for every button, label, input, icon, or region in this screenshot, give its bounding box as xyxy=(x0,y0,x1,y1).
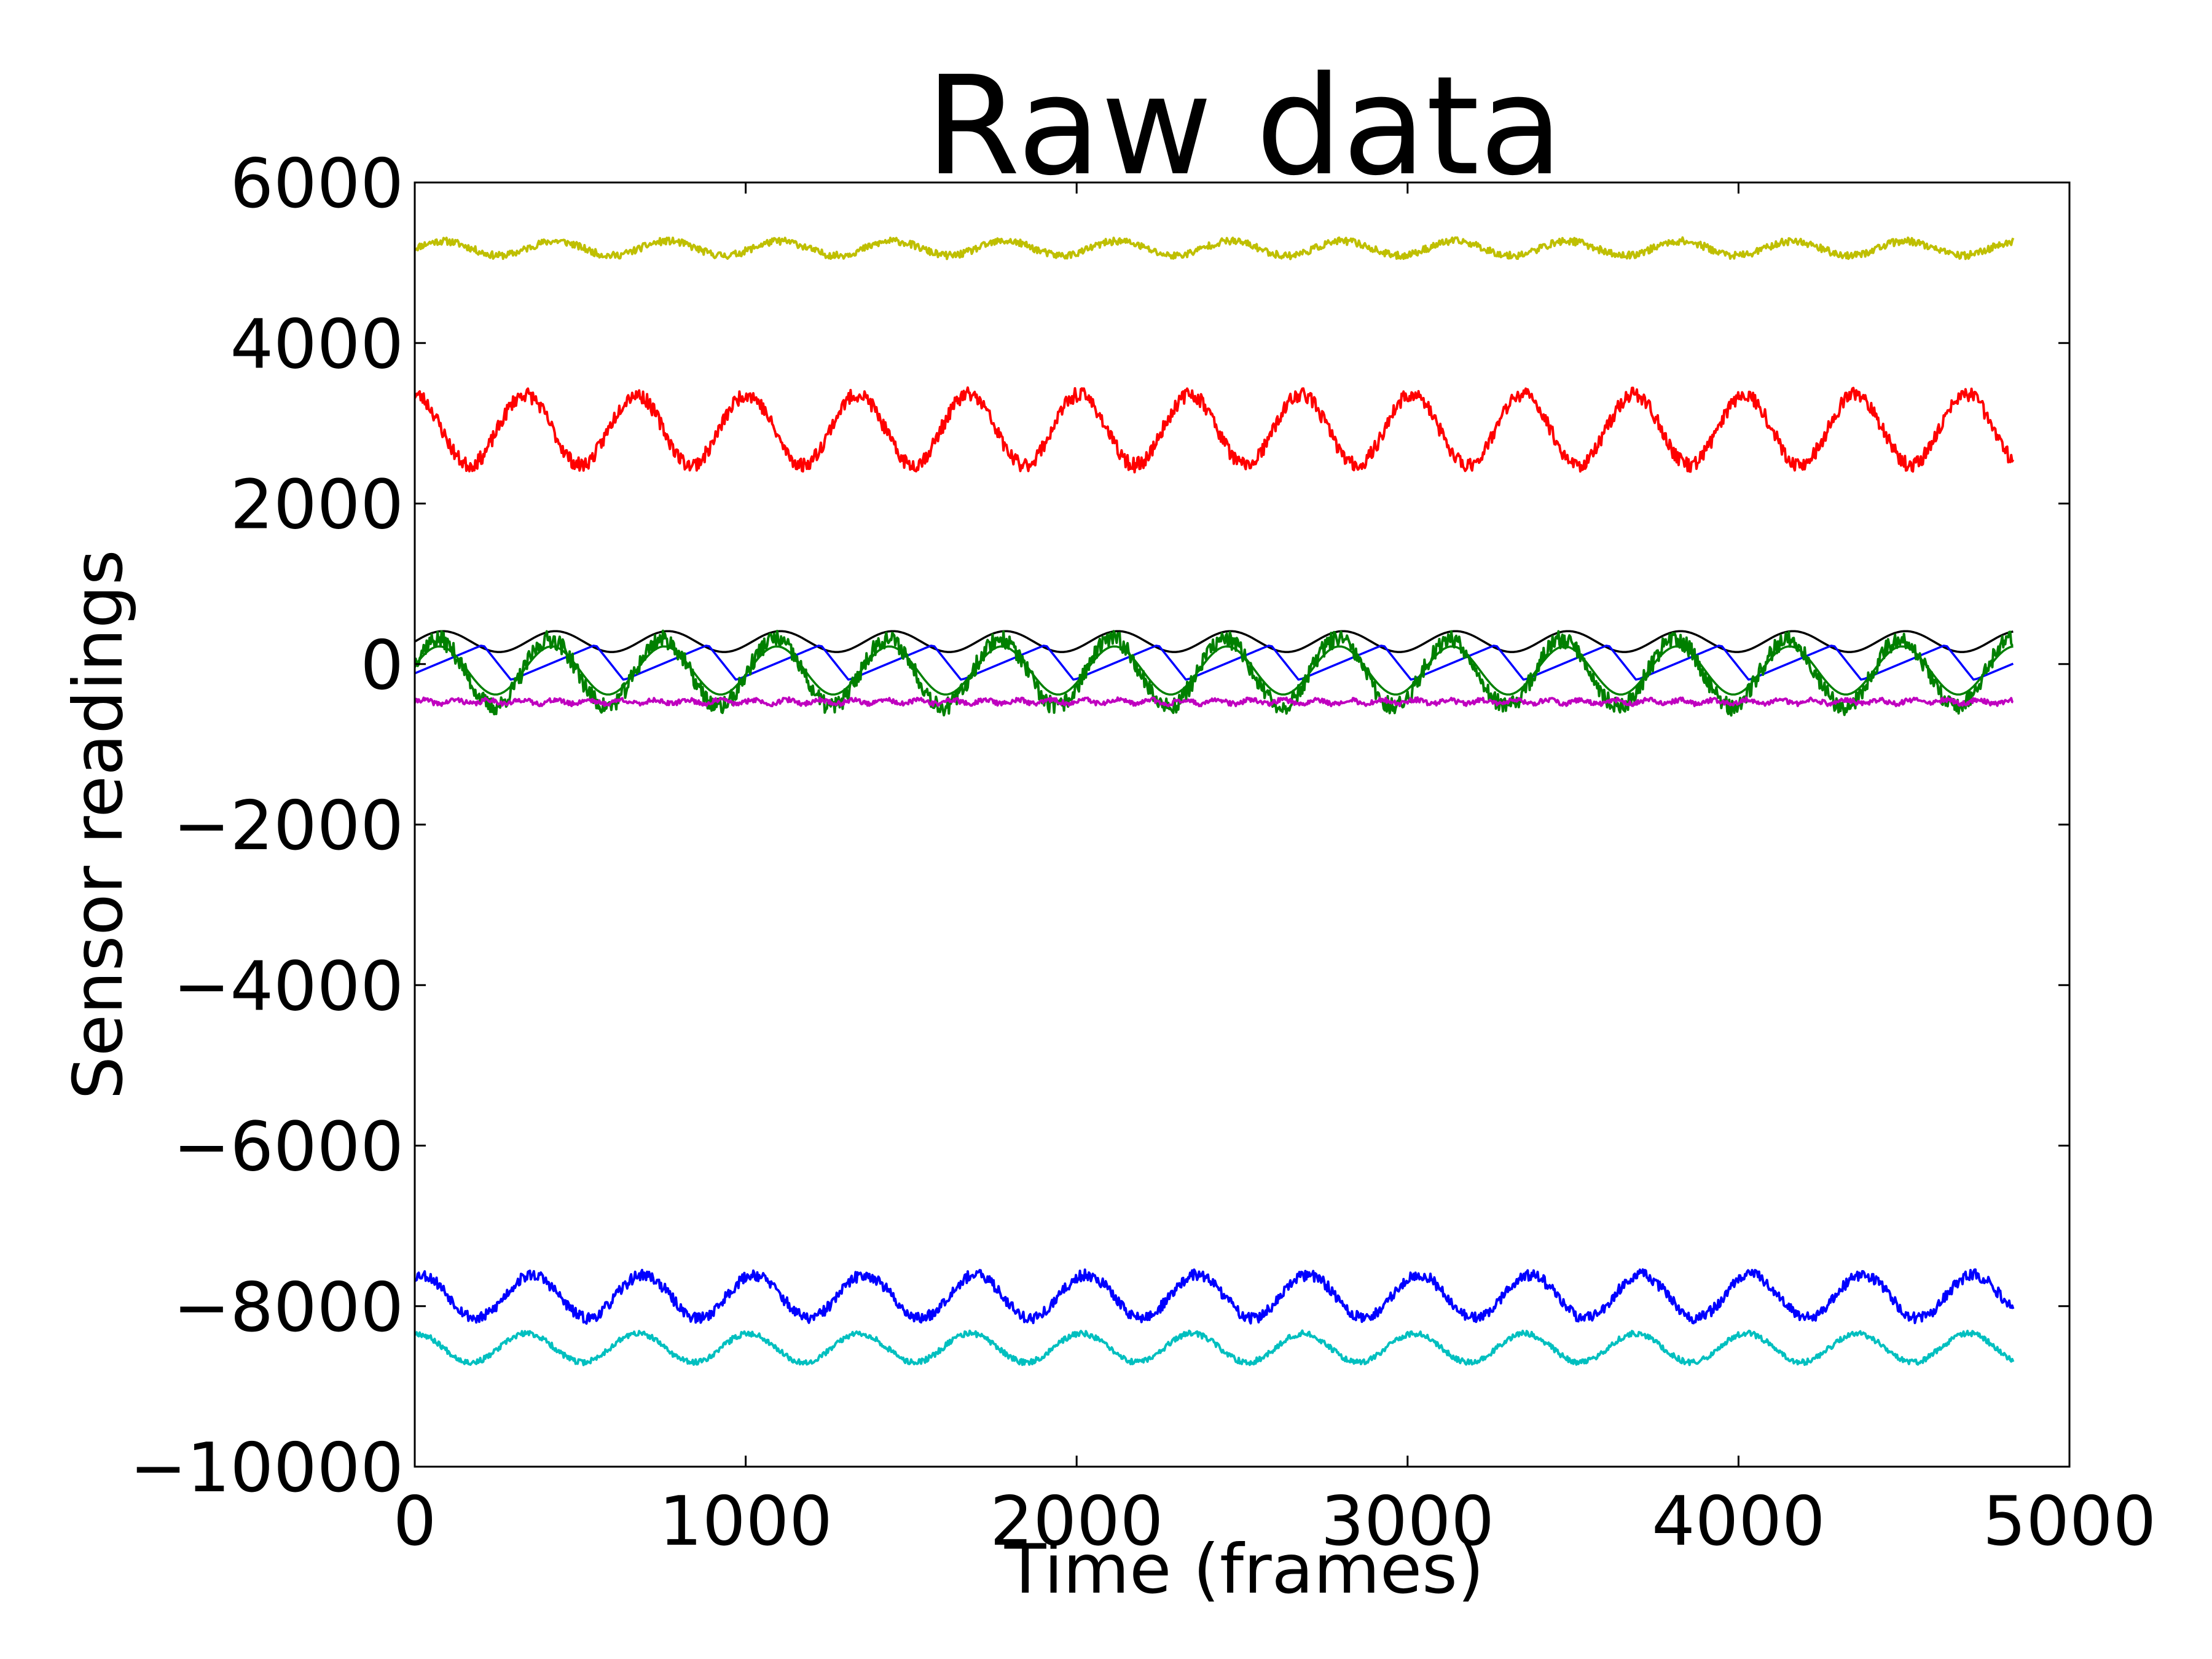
series-line-8 xyxy=(415,1268,2015,1325)
y-tick-label: −2000 xyxy=(173,786,404,866)
y-tick-label: −6000 xyxy=(173,1108,404,1187)
x-axis: 0 1000 2000 3000 4000 5000 xyxy=(393,182,2157,1561)
y-tick-label: −8000 xyxy=(173,1268,404,1347)
x-tick-label: 4000 xyxy=(1652,1482,1826,1561)
y-tick-label: −4000 xyxy=(173,947,404,1026)
series-layer xyxy=(415,236,2015,1367)
y-axis: 6000 4000 2000 0 −2000 −4000 −6000 −8000 −10000 xyxy=(130,144,2069,1508)
series-line-3 xyxy=(415,630,2014,653)
y-tick-label: 2000 xyxy=(230,466,404,545)
x-tick-label: 1000 xyxy=(659,1482,833,1561)
x-tick-label: 0 xyxy=(393,1482,437,1561)
series-line-7 xyxy=(415,696,2014,708)
y-tick-label: 0 xyxy=(360,626,404,705)
x-axis-label: Time (frames) xyxy=(1004,1530,1484,1609)
x-tick-label: 5000 xyxy=(1983,1482,2157,1561)
y-axis-label: Sensor readings xyxy=(59,549,138,1099)
series-line-1 xyxy=(415,236,2015,261)
series-line-2 xyxy=(415,386,2015,474)
y-tick-label: 4000 xyxy=(230,305,404,384)
chart-title: Raw data xyxy=(925,47,1563,206)
series-line-6 xyxy=(415,629,2014,717)
y-tick-label: 6000 xyxy=(230,144,404,224)
series-line-9 xyxy=(415,1329,2015,1367)
y-tick-label: −10000 xyxy=(130,1429,404,1508)
x-tick-label: 3000 xyxy=(1321,1482,1495,1561)
x-tick-label: 2000 xyxy=(990,1482,1164,1561)
